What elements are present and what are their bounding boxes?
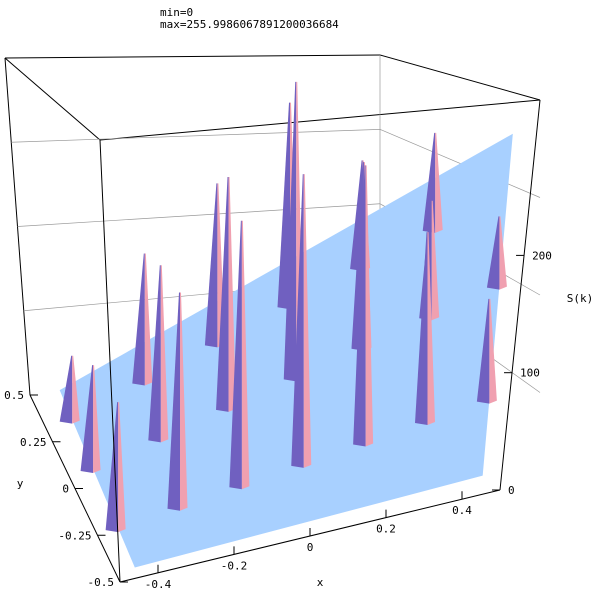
x-tick-label: 0.4	[452, 504, 472, 517]
y-tick-label: 0	[62, 483, 69, 496]
z-tick-label: 100	[520, 367, 540, 380]
y-axis-label: y	[17, 477, 24, 490]
z-tick-label: 0	[508, 484, 515, 497]
peak-light	[93, 365, 101, 473]
peak	[148, 265, 169, 443]
min-label: min=0	[160, 6, 193, 19]
peak	[291, 174, 312, 468]
peak-light	[241, 220, 250, 490]
gridline	[11, 129, 381, 143]
peak-light	[303, 174, 312, 468]
peak	[229, 220, 250, 490]
peak-shade	[132, 253, 145, 386]
peak-shade	[353, 165, 366, 447]
peak-light	[499, 216, 507, 290]
axis-ticks: -0.4 -0.2 0 0.2 0.4 -0.5 -0.25 0 0.25 0.5 0 100 200	[4, 249, 552, 590]
x-tick-label: -0.2	[221, 559, 248, 572]
peak-light	[431, 200, 440, 321]
box-edge	[99, 99, 541, 141]
peak	[80, 365, 101, 473]
peak-shade	[415, 232, 428, 426]
peaks	[59, 81, 507, 533]
peak-light	[427, 232, 435, 426]
box-edge	[99, 139, 121, 583]
peak	[59, 355, 80, 424]
peak	[132, 253, 153, 386]
box-edge	[4, 57, 101, 141]
y-tick-label: -0.5	[88, 576, 115, 589]
peak	[105, 402, 126, 533]
peak-light	[228, 177, 237, 412]
peak-light	[72, 355, 80, 424]
y-tick-label: 0.5	[4, 389, 24, 402]
peak	[167, 292, 188, 511]
peak-light	[118, 402, 126, 533]
y-tick-label: -0.25	[58, 529, 91, 542]
max-label: max=255.9986067891200036684	[160, 18, 339, 31]
peak-light	[365, 165, 374, 447]
peak-shade	[59, 355, 73, 424]
peak	[216, 177, 237, 412]
peak-shade	[283, 81, 297, 382]
peak	[476, 298, 497, 404]
box-edge	[379, 54, 541, 101]
peak-light	[489, 298, 497, 404]
peak-shade	[291, 174, 304, 468]
peak-light	[160, 265, 169, 443]
peak-shade	[148, 265, 161, 443]
peak-light	[180, 292, 188, 511]
peak	[415, 232, 435, 426]
gridline	[379, 129, 541, 198]
peak	[353, 165, 374, 447]
gridline	[17, 203, 381, 227]
peak	[486, 216, 507, 290]
peak-shade	[486, 216, 500, 290]
x-tick-label: 0.2	[376, 523, 396, 536]
peak-shade	[216, 177, 229, 412]
peak-shade	[277, 102, 290, 310]
z-axis-label: S(k)	[567, 292, 594, 305]
peak-shade	[80, 365, 94, 473]
peak-shade	[204, 183, 218, 348]
peak-shade	[105, 402, 119, 533]
box-edge	[4, 54, 381, 59]
x-tick-label: 0	[307, 541, 314, 554]
peak-light	[435, 132, 443, 233]
x-tick-label: -0.4	[145, 578, 172, 591]
z-tick-label: 200	[532, 249, 552, 262]
peak-shade	[476, 298, 490, 404]
peak-shade	[229, 220, 242, 490]
x-axis-label: x	[317, 576, 324, 589]
box-edge	[499, 99, 541, 491]
peak-light	[144, 253, 153, 386]
y-tick-label: 0.25	[20, 436, 47, 449]
peak-shade	[167, 292, 180, 511]
